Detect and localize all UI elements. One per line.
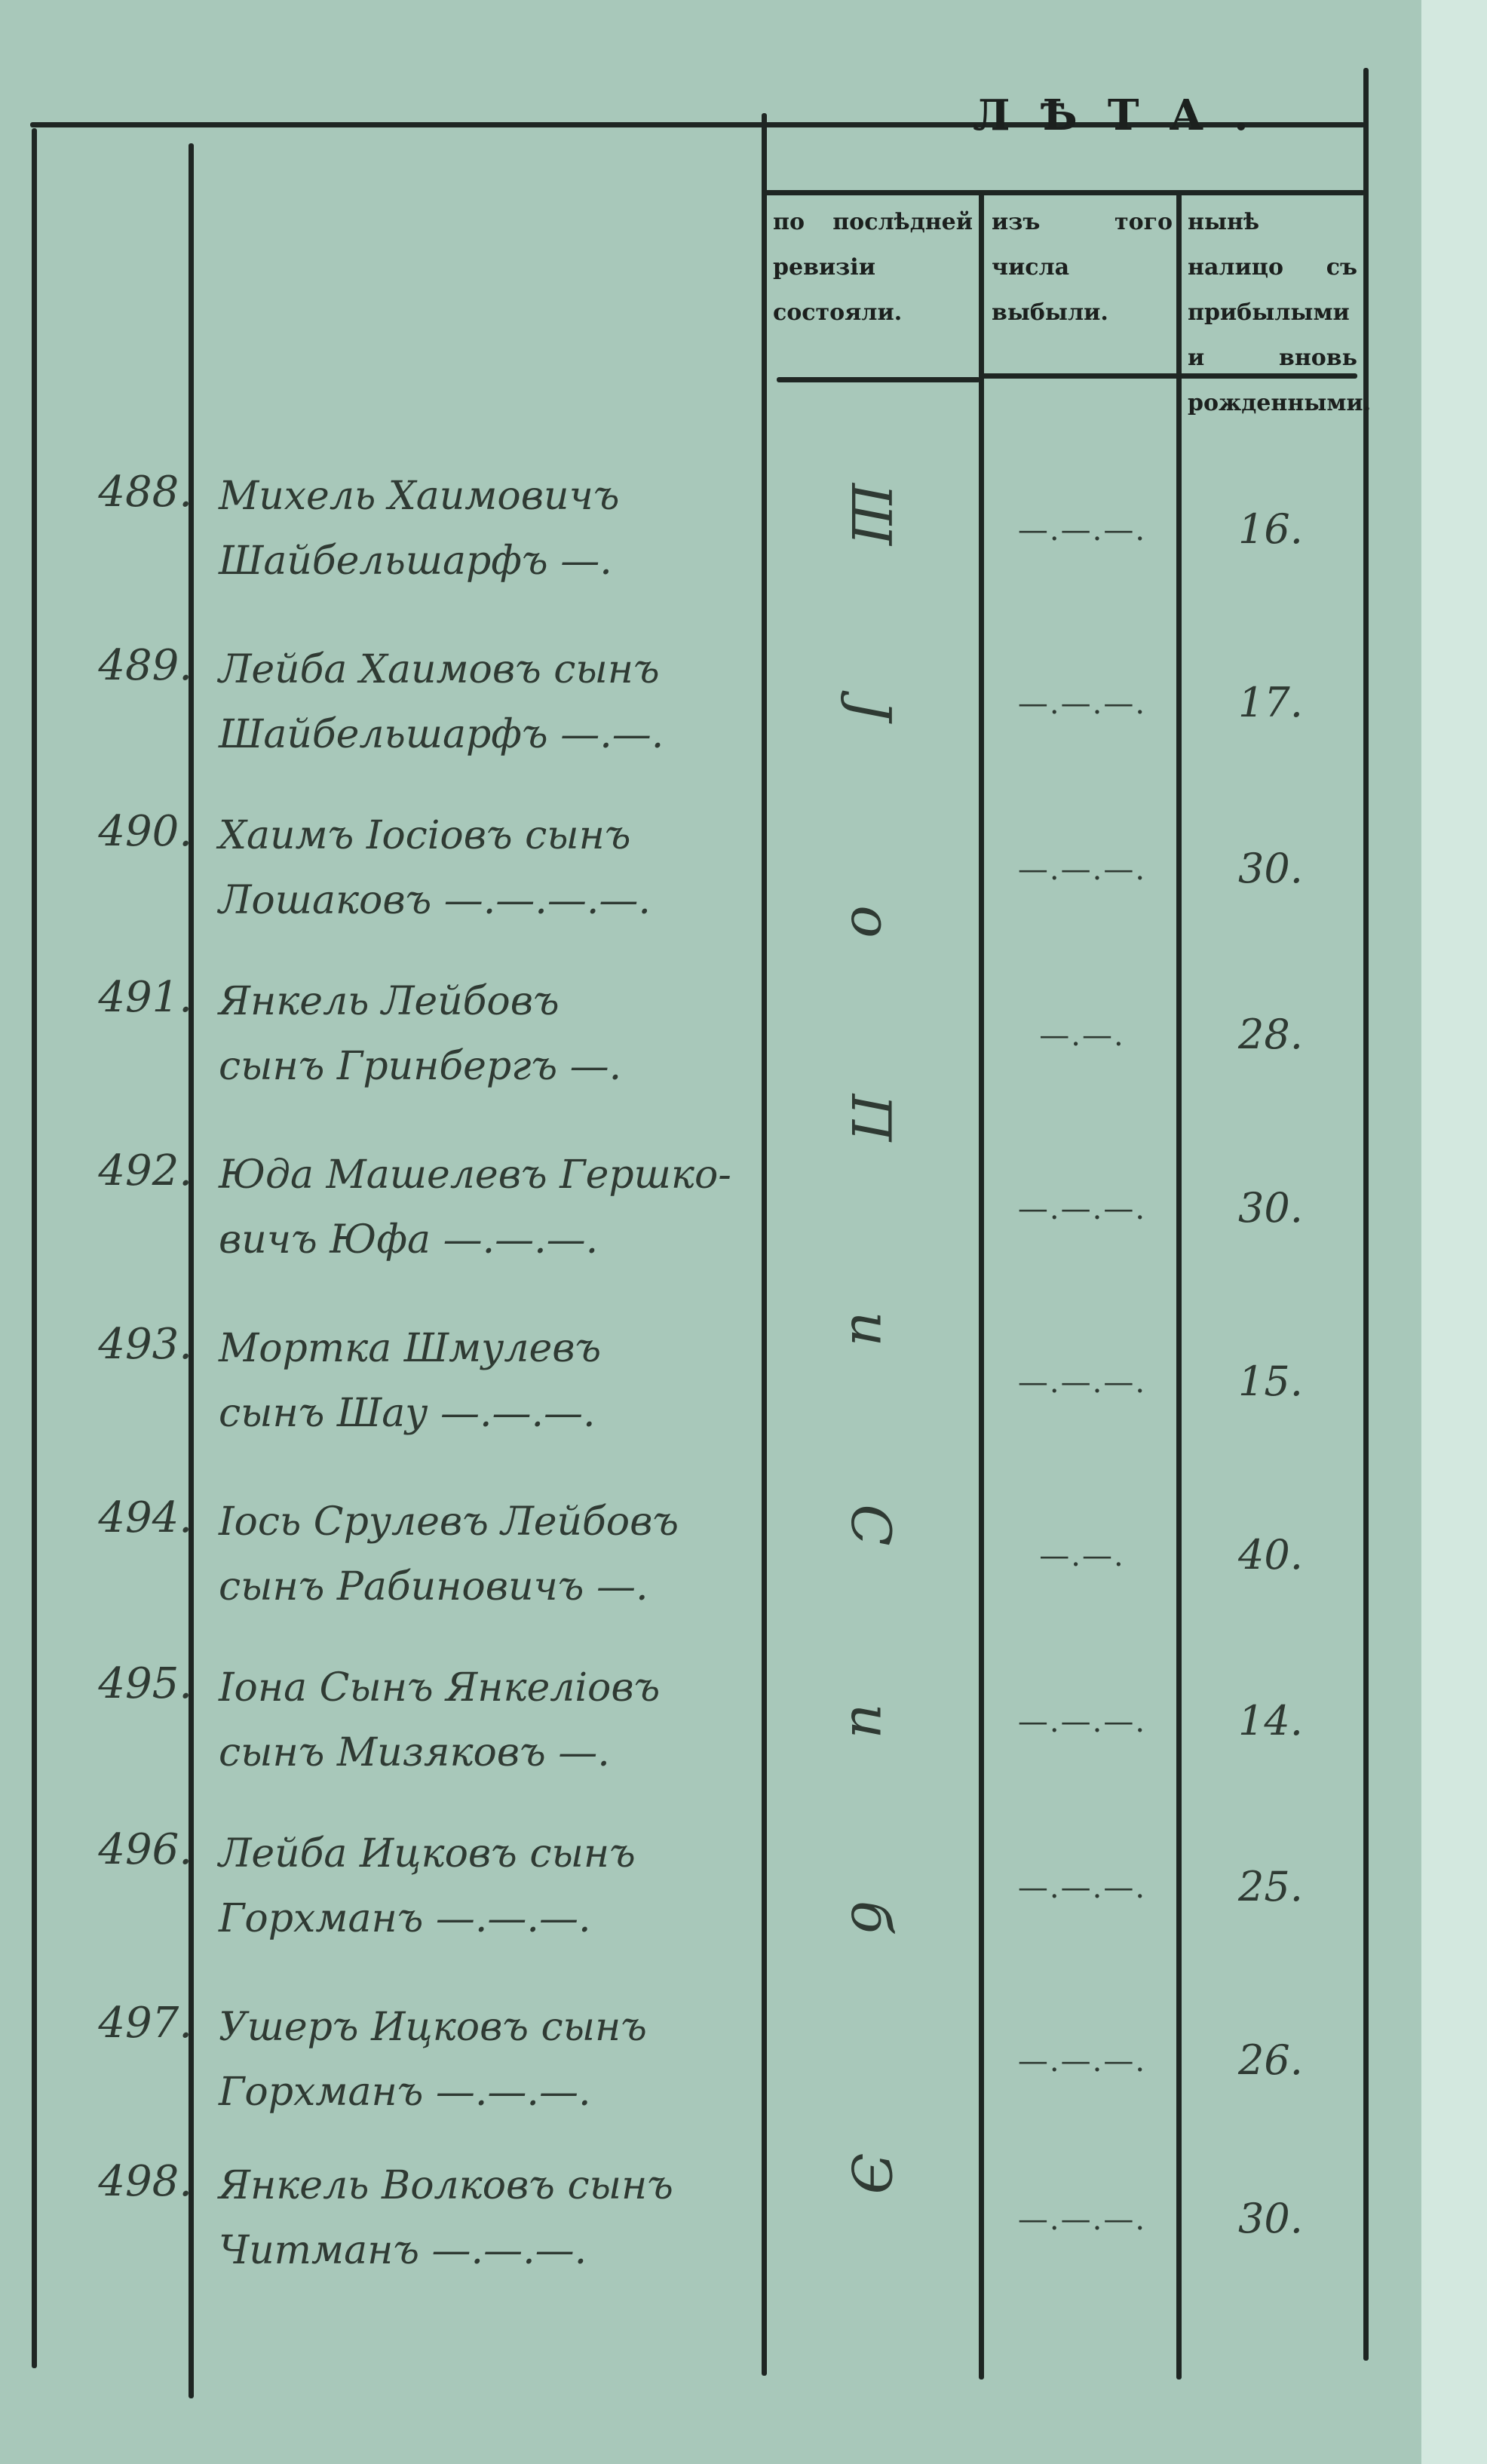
entry-age: 17.: [1238, 679, 1303, 726]
entry-name-line1: Янкель Лейбовъ: [219, 979, 560, 1024]
entry-name-line1: Хаимъ Іосіовъ сынъ: [219, 813, 631, 858]
entry-name-line1: Ушеръ Ицковъ сынъ: [219, 2005, 647, 2050]
entry-name-line1: Лейба Хаимовъ сынъ: [219, 647, 660, 692]
entry-dropped: —.—.—.: [1017, 686, 1147, 721]
entry-dropped: —.—.: [1039, 1539, 1125, 1573]
page-margin: [1421, 0, 1487, 2464]
vertical-note-glyph: П: [839, 1094, 903, 1142]
vertical-note-glyph: и: [839, 1311, 903, 1347]
entry-number: 498.: [98, 2157, 192, 2206]
entry-age: 16.: [1238, 505, 1303, 553]
entry-dropped: —.—.—.: [1017, 2202, 1147, 2237]
entry-name-line2: Горхманъ —.—.—.: [219, 2070, 591, 2115]
entry-name-line2: Лошаковъ —.—.—.—.: [219, 878, 651, 923]
entry-name-line1: Іось Срулевъ Лейбовъ: [219, 1499, 679, 1545]
top-rule: [30, 122, 1365, 127]
entry-dropped: —.—.—.: [1017, 852, 1147, 887]
entry-number: 491.: [98, 973, 192, 1022]
column1-rule: [979, 192, 984, 2380]
entry-name-line2: Шайбельшарфъ —.—.: [219, 712, 664, 757]
entry-number: 493.: [98, 1320, 192, 1369]
entry-number: 496.: [98, 1825, 192, 1874]
entry-name-line2: Читманъ —.—.—.: [219, 2228, 587, 2273]
entry-dropped: —.—.—.: [1017, 513, 1147, 548]
vertical-note-glyph: Э: [839, 2153, 903, 2195]
entry-age: 30.: [1238, 1184, 1303, 1232]
column-header-registered: по послѣдней ревизіи состояли.: [773, 209, 973, 326]
header-bottom-rule-1: [777, 377, 980, 382]
vertical-note-glyph: Ш: [839, 483, 903, 546]
name-column-rule: [762, 113, 767, 2376]
entry-name-line1: Мортка Шмулевъ: [219, 1326, 602, 1371]
entry-name-line2: сынъ Шау —.—.—.: [219, 1391, 596, 1436]
header-bottom-rule-2: [980, 373, 1357, 379]
entry-name-line2: сынъ Гринбергъ —.: [219, 1044, 622, 1089]
vertical-note-glyph: о: [839, 905, 903, 938]
entry-age: 30.: [1238, 845, 1303, 892]
entry-dropped: —.—.—.: [1017, 1870, 1147, 1905]
left-rule: [32, 128, 37, 2368]
entry-number: 495.: [98, 1659, 192, 1708]
entry-dropped: —.—.—.: [1017, 1192, 1147, 1226]
entry-dropped: —.—.: [1039, 1018, 1125, 1053]
entry-name-line2: Горхманъ —.—.—.: [219, 1896, 591, 1941]
vertical-note-glyph: б: [839, 1901, 903, 1934]
entry-dropped: —.—.—.: [1017, 2044, 1147, 2079]
entry-number: 488.: [98, 468, 192, 517]
entry-name-line2: вичъ Юфа —.—.—.: [219, 1217, 599, 1263]
column-header-present: нынѣ налицо съ прибылыми и вновь рожденн…: [1188, 209, 1372, 416]
entry-name-line1: Янкель Волковъ сынъ: [219, 2163, 673, 2208]
vertical-note-glyph: С: [839, 1504, 903, 1546]
entry-age: 40.: [1238, 1531, 1303, 1579]
entry-name-line2: сынъ Рабиновичъ —.: [219, 1564, 648, 1609]
vertical-note-glyph: и: [839, 1703, 903, 1739]
entry-name-line2: сынъ Мизяковъ —.: [219, 1730, 610, 1775]
entry-number: 492.: [98, 1146, 192, 1195]
entry-age: 26.: [1238, 2036, 1303, 2084]
entry-name-line1: Іона Сынъ Янкеліовъ: [219, 1665, 661, 1711]
entry-number: 489.: [98, 641, 192, 690]
column2-rule: [1176, 192, 1182, 2380]
entry-age: 25.: [1238, 1863, 1303, 1910]
entry-age: 28.: [1238, 1011, 1303, 1058]
subheader-rule: [762, 190, 1365, 195]
entry-age: 15.: [1238, 1358, 1303, 1405]
page-title: ЛѢТА.: [973, 91, 1279, 140]
column-header-dropped: изъ того числа выбыли.: [992, 209, 1173, 326]
entry-number: 494.: [98, 1493, 192, 1542]
entry-name-line1: Юда Машелевъ Гершко-: [219, 1152, 731, 1198]
entry-name-line1: Лейба Ицковъ сынъ: [219, 1831, 636, 1876]
entry-dropped: —.—.—.: [1017, 1365, 1147, 1400]
entry-age: 14.: [1238, 1697, 1303, 1744]
entry-dropped: —.—.—.: [1017, 1705, 1147, 1739]
number-column-rule: [189, 143, 194, 2398]
entry-name-line2: Шайбельшарфъ —.: [219, 539, 612, 584]
vertical-note-glyph: J: [839, 699, 903, 722]
entry-name-line1: Михель Хаимовичъ: [219, 474, 620, 519]
entry-number: 497.: [98, 1999, 192, 2048]
entry-number: 490.: [98, 807, 192, 856]
entry-age: 30.: [1238, 2195, 1303, 2242]
right-rule: [1363, 68, 1369, 2361]
